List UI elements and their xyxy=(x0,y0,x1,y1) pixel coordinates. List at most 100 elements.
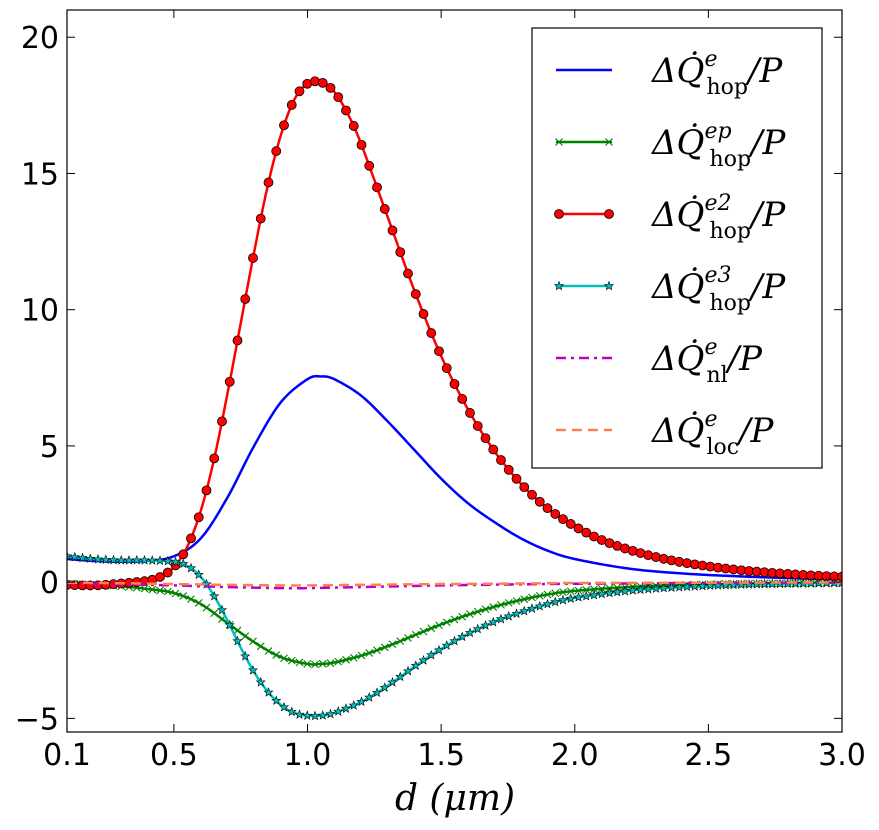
series-4-point xyxy=(635,584,646,595)
series-2-point xyxy=(497,601,505,609)
series-4-point xyxy=(100,554,111,565)
series-4-point xyxy=(643,583,654,594)
series-4-point xyxy=(247,664,259,675)
series-line-1 xyxy=(67,374,842,581)
series-4-point xyxy=(371,687,383,698)
series-2-point xyxy=(396,637,405,646)
series-4-point xyxy=(457,631,468,642)
series-2-point xyxy=(179,592,188,600)
series-2-point xyxy=(163,587,172,596)
legend-marker xyxy=(554,209,564,219)
plot-frame xyxy=(66,9,843,733)
series-4-point xyxy=(216,604,228,615)
series-2-point xyxy=(326,659,335,668)
series-4-point xyxy=(612,586,623,597)
series-4-point xyxy=(588,589,600,600)
series-2-point xyxy=(357,651,366,660)
legend: ΔQ̇e hop/P ΔQ̇ep hop/P ΔQ̇e2 hop/P ΔQ̇e3 hop/P Δ… xyxy=(531,27,823,469)
series-3-point xyxy=(348,121,359,131)
x-tick-label: 1.5 xyxy=(417,738,465,773)
series-markers-4 xyxy=(67,550,842,721)
x-tick-label: 0.5 xyxy=(150,738,198,773)
series-3-point xyxy=(558,514,568,525)
series-4-point xyxy=(387,677,398,687)
series-3-point xyxy=(410,289,421,299)
series-3-point xyxy=(271,146,282,157)
x-tick-label: 3.0 xyxy=(818,738,866,773)
series-3-point xyxy=(341,105,351,116)
series-2-point xyxy=(419,627,428,636)
series-4-point xyxy=(147,555,158,565)
series-2-point xyxy=(450,615,459,624)
legend-entry-2: ΔQ̇ep hop/P xyxy=(555,119,787,172)
series-2-point xyxy=(373,646,381,655)
series-3-point xyxy=(488,444,499,455)
series-4-point xyxy=(154,555,166,566)
series-4-point xyxy=(139,554,150,565)
x-axis-title: d (μm) xyxy=(395,778,515,819)
series-4-point xyxy=(325,708,336,719)
series-2-point xyxy=(295,658,304,667)
series-4-point xyxy=(209,590,220,601)
series-2-point xyxy=(241,632,250,640)
series-3-point xyxy=(286,100,297,110)
legend-label: ΔQ̇e nl/P xyxy=(650,335,763,388)
legend-label: ΔQ̇e hop/P xyxy=(650,47,783,100)
series-4-point xyxy=(441,640,452,650)
series-3-point xyxy=(581,527,592,538)
series-4-point xyxy=(92,553,104,564)
series-4-point xyxy=(178,558,189,569)
series-4-point xyxy=(418,655,429,665)
axes: 0.1 0.5 1.0 1.5 2.0 2.5 3.0 −5 0 5 10 15 20 xyxy=(15,9,866,773)
y-tick-label: 5 xyxy=(40,430,59,465)
series-4-point xyxy=(472,623,483,634)
series-4-point xyxy=(495,613,507,624)
series-2-point xyxy=(535,592,544,600)
series-2-point xyxy=(559,588,567,596)
series-2-point xyxy=(466,610,474,619)
series-4-point xyxy=(302,710,313,720)
series-4-point xyxy=(395,671,406,682)
series-2-point xyxy=(574,586,583,595)
series-2-point xyxy=(528,593,536,602)
series-3-point xyxy=(162,567,173,578)
series-3-point xyxy=(155,572,165,582)
series-3-point xyxy=(441,363,452,374)
series-4-point xyxy=(85,553,96,564)
series-3-point xyxy=(248,253,258,263)
series-3-point xyxy=(333,92,344,103)
series-2-point xyxy=(473,607,482,616)
series-4-point xyxy=(511,608,522,619)
series-2-point xyxy=(187,595,195,604)
series-2-point xyxy=(202,603,211,612)
series-4-point xyxy=(271,695,282,706)
legend-box xyxy=(531,27,823,469)
series-3-point xyxy=(240,294,251,304)
series-4-point xyxy=(542,598,553,609)
series-4-point xyxy=(596,588,607,599)
series-3-point xyxy=(426,328,437,338)
series-4-point xyxy=(674,581,685,592)
series-4-point xyxy=(697,580,708,591)
series-2-point xyxy=(233,626,242,635)
series-4-point xyxy=(503,610,514,621)
series-3-point xyxy=(550,509,561,519)
series-2-point xyxy=(171,589,180,598)
legend-entry-6: ΔQ̇e loc/P xyxy=(556,407,775,460)
series-4-point xyxy=(650,583,662,593)
series-3-point xyxy=(193,512,204,523)
series-4-point xyxy=(550,596,561,607)
series-3-point xyxy=(317,77,328,88)
series-3-point xyxy=(325,82,336,93)
series-4-point xyxy=(77,552,88,563)
series-2-point xyxy=(311,660,319,669)
series-3-point xyxy=(379,204,390,214)
series-3-point xyxy=(573,523,584,534)
series-2-point xyxy=(512,597,521,605)
series-2-point xyxy=(427,624,436,633)
series-2-point xyxy=(543,590,552,599)
series-3-point xyxy=(217,416,227,427)
legend-marker xyxy=(604,209,614,219)
series-2-point xyxy=(249,637,257,646)
